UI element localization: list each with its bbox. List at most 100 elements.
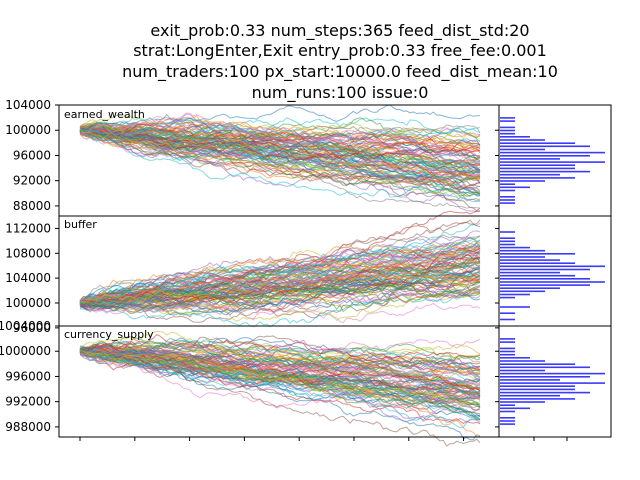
histogram-bar (500, 360, 545, 362)
histogram-bar (500, 376, 590, 378)
histogram-bar (500, 290, 545, 293)
series-line (79, 130, 481, 191)
histogram-bar (500, 284, 590, 286)
histogram-bar (500, 420, 515, 422)
histogram-bar (500, 173, 560, 176)
series-line (79, 129, 481, 194)
series-line (79, 129, 481, 197)
histogram-bar (500, 117, 515, 119)
histogram-bar (500, 180, 545, 182)
histogram-bar (500, 231, 515, 233)
y-tick-label: 108000 (5, 246, 51, 260)
histogram-axes-frame (498, 215, 612, 327)
series-lines (79, 330, 481, 447)
y-ticks: 988000 992000 996000 1000000 1004000 (0, 319, 499, 434)
histogram-bar (500, 145, 590, 148)
x-ticks (79, 437, 568, 441)
title-line-1: exit_prob:0.33 num_steps:365 feed_dist_s… (150, 21, 529, 41)
histogram-bar (500, 382, 605, 384)
y-tick-label: 96000 (13, 148, 51, 162)
histogram-bar (500, 265, 605, 268)
histogram-bar (500, 407, 530, 410)
histogram-bar (500, 410, 515, 413)
histogram-bar (500, 259, 560, 261)
histogram-bars (500, 231, 605, 321)
panel-buffer: 96000 100000 104000 108000 112000 buffer (5, 210, 612, 335)
y-tick-label: 104000 (5, 271, 51, 285)
histogram-bar (500, 274, 575, 277)
y-tick-label: 104000 (5, 98, 51, 112)
series-line (79, 243, 481, 305)
histogram-bar (500, 296, 515, 299)
series-line (79, 347, 481, 447)
series-line (79, 351, 481, 405)
histogram-bar (500, 394, 560, 397)
panel-label: buffer (64, 218, 97, 231)
series-line (79, 256, 481, 315)
panel-label: earned_wealth (64, 108, 145, 121)
histogram-bar (500, 278, 590, 280)
histogram-bar (500, 338, 515, 340)
histogram-bar (500, 391, 590, 394)
series-line (79, 290, 481, 328)
series-line (79, 134, 481, 184)
histogram-bar (500, 379, 560, 381)
y-tick-label: 92000 (13, 174, 51, 188)
y-tick-label: 996000 (5, 369, 51, 383)
series-line (79, 234, 481, 304)
series-line (79, 114, 481, 140)
series-line (79, 349, 481, 405)
series-line (79, 286, 481, 321)
histogram-bar (500, 287, 560, 289)
histogram-bar (500, 170, 590, 173)
title-line-2: strat:LongEnter,Exit entry_prob:0.33 fre… (133, 41, 547, 61)
histogram-bar (500, 341, 515, 343)
histogram-bar (500, 271, 560, 274)
series-line (79, 350, 481, 382)
series-line (79, 271, 481, 311)
histogram-bar (500, 312, 515, 314)
histogram-bars (500, 117, 605, 204)
y-tick-label: 112000 (5, 221, 51, 235)
histogram-bar (500, 161, 605, 163)
series-line (79, 351, 481, 441)
histogram-bar (500, 249, 545, 252)
histogram-bar (500, 366, 590, 369)
y-tick-label: 988000 (5, 420, 51, 434)
histogram-bar (500, 268, 590, 271)
series-lines (79, 210, 481, 328)
histogram-bar (500, 423, 515, 425)
histogram-bar (500, 253, 575, 255)
series-line (79, 271, 481, 309)
y-tick-label: 100000 (5, 123, 51, 137)
histogram-bar (500, 167, 575, 170)
figure-title: exit_prob:0.33 num_steps:365 feed_dist_s… (122, 21, 558, 103)
histogram-bar (500, 151, 605, 154)
series-line (79, 285, 481, 323)
series-line (79, 260, 481, 306)
histogram-bar (500, 129, 515, 132)
histogram-bar (500, 281, 605, 283)
histogram-axes-frame (498, 104, 612, 217)
histogram-bar (500, 306, 530, 308)
histogram-bar (500, 196, 515, 198)
histogram-bar (500, 132, 515, 135)
panel-label: currency_supply (64, 328, 154, 341)
histogram-bar (500, 202, 515, 204)
histogram-bar (500, 246, 530, 249)
histogram-bar (500, 164, 575, 166)
series-line (79, 339, 481, 378)
y-ticks: 96000 100000 104000 108000 112000 (5, 221, 499, 335)
y-tick-label: 100000 (5, 296, 51, 310)
histogram-bar (500, 177, 575, 179)
histogram-bar (500, 353, 515, 356)
histogram-bar (500, 189, 515, 192)
series-line (79, 333, 481, 363)
series-line (79, 113, 481, 175)
series-line (79, 124, 481, 191)
histogram-bar (500, 363, 575, 365)
histogram-bar (500, 293, 530, 296)
series-line (79, 354, 481, 409)
y-tick-label: 96000 (13, 321, 51, 335)
